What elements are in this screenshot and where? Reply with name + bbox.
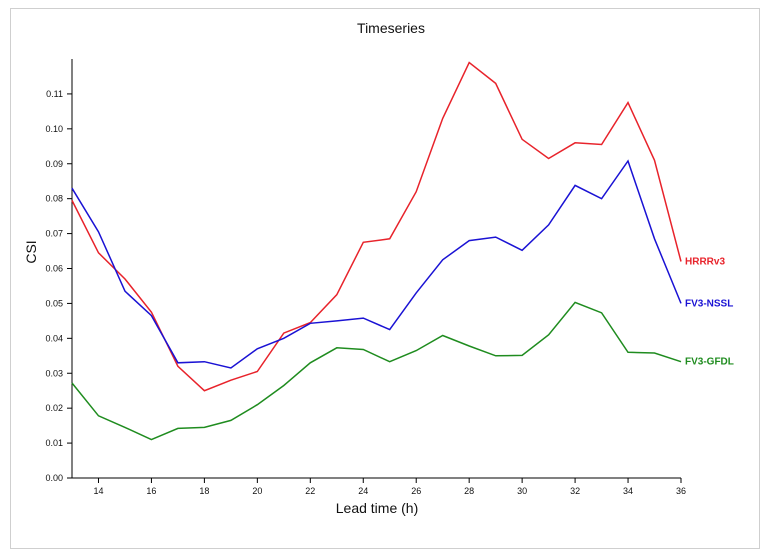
- y-tick-label: 0.09: [45, 159, 63, 169]
- y-tick-label: 0.11: [46, 89, 63, 99]
- x-tick-label: 20: [252, 486, 262, 496]
- y-tick-label: 0.00: [45, 473, 63, 483]
- y-tick-label: 0.05: [45, 298, 63, 308]
- x-tick-label: 34: [623, 486, 633, 496]
- series-line-hrrrv3: [71, 61, 682, 392]
- series-label-fv3-gfdl: FV3-GFDL: [685, 357, 734, 368]
- y-tick-label: 0.08: [45, 194, 63, 204]
- y-axis-label: CSI: [23, 240, 39, 263]
- x-axis-label: Lead time (h): [336, 500, 418, 516]
- x-tick-label: 24: [358, 486, 368, 496]
- x-tick-label: 30: [517, 486, 527, 496]
- y-tick-label: 0.02: [45, 403, 63, 413]
- x-tick-label: 18: [199, 486, 209, 496]
- chart-frame: [10, 8, 760, 549]
- x-tick-label: 28: [464, 486, 474, 496]
- x-tick-label: 32: [570, 486, 580, 496]
- series-line-fv3-gfdl: [71, 301, 682, 441]
- y-tick-label: 0.01: [45, 438, 63, 448]
- chart-title: Timeseries: [357, 20, 425, 36]
- x-tick-label: 14: [93, 486, 103, 496]
- y-tick-label: 0.04: [45, 333, 63, 343]
- y-tick-label: 0.07: [45, 229, 63, 239]
- x-tick-label: 16: [146, 486, 156, 496]
- x-tick-label: 36: [676, 486, 686, 496]
- y-tick-label: 0.06: [45, 264, 63, 274]
- x-tick-label: 22: [305, 486, 315, 496]
- series-line-fv3-nssl: [71, 159, 682, 369]
- axes: 0.00 0.01 0.02 0.03 0.04 0.05 0.06 0.07 0.08 0.09…: [45, 59, 686, 496]
- y-tick-label: 0.10: [45, 124, 63, 134]
- x-tick-label: 26: [411, 486, 421, 496]
- series-label-hrrrv3: HRRRv3: [685, 257, 725, 268]
- series-group: HRRRv3 FV3-NSSL FV3-GFDL: [71, 61, 734, 441]
- series-label-fv3-nssl: FV3-NSSL: [685, 298, 733, 309]
- y-tick-label: 0.03: [45, 368, 63, 378]
